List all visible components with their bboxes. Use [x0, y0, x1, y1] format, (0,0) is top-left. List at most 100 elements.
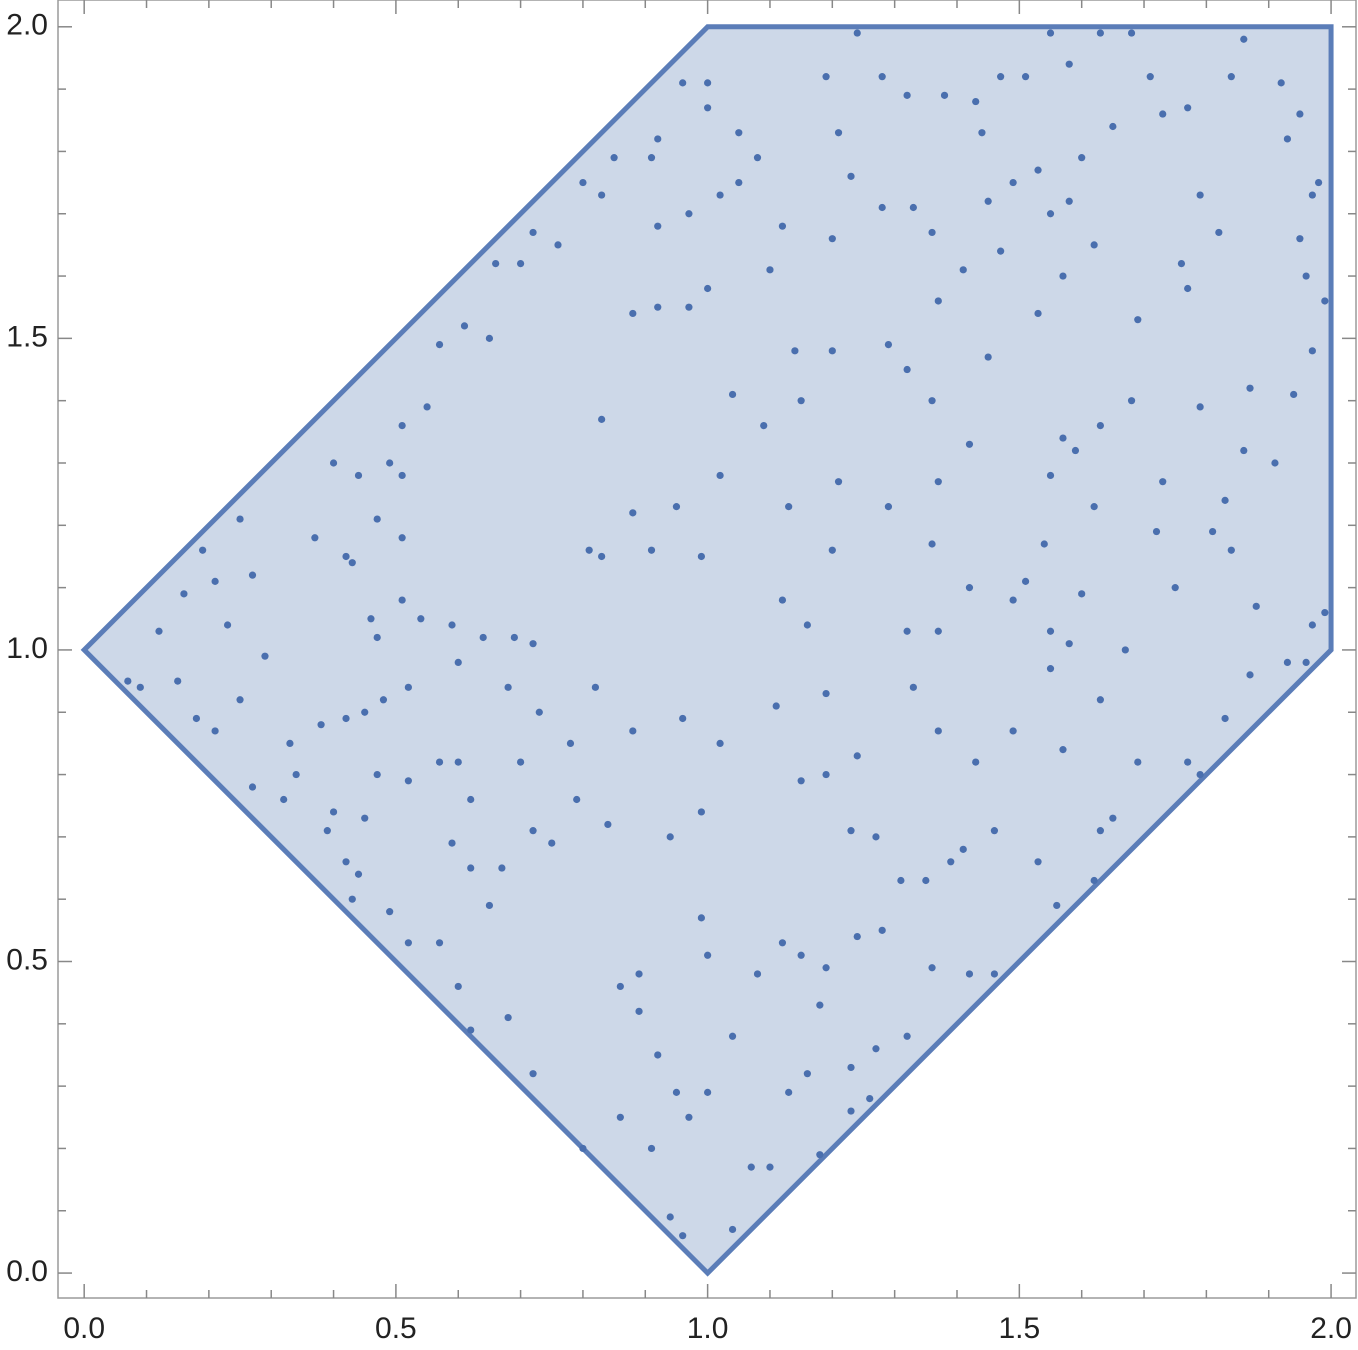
point [778, 939, 787, 947]
point [1184, 104, 1192, 112]
point [853, 29, 861, 37]
point [342, 714, 350, 723]
point [797, 777, 805, 785]
point [354, 870, 363, 878]
point [884, 340, 893, 349]
point [822, 770, 830, 779]
point [1009, 178, 1017, 187]
point [1134, 758, 1142, 766]
point [535, 708, 543, 716]
point [386, 908, 394, 916]
point [361, 814, 369, 822]
point [834, 129, 843, 137]
point [1040, 540, 1048, 548]
point [211, 727, 219, 735]
point [847, 827, 855, 835]
point [884, 503, 893, 511]
region [80, 24, 1334, 1277]
point [903, 91, 911, 99]
y-tick-label: 0.5 [6, 943, 48, 976]
point [697, 552, 705, 561]
point [1271, 459, 1279, 467]
point [909, 203, 917, 212]
point [629, 509, 637, 517]
point [1046, 210, 1055, 218]
point [959, 266, 967, 274]
point [1246, 671, 1254, 679]
point [1221, 496, 1229, 504]
point [485, 901, 494, 910]
point [747, 1163, 755, 1171]
point [647, 546, 656, 554]
point [828, 235, 836, 243]
point [629, 727, 637, 735]
point [1046, 665, 1055, 673]
point [404, 939, 412, 947]
point [990, 827, 999, 835]
point [797, 397, 805, 405]
point [367, 615, 375, 623]
point [679, 79, 687, 87]
point [373, 770, 381, 779]
point [1308, 347, 1316, 355]
point [236, 696, 244, 704]
point [704, 1088, 712, 1096]
point [635, 970, 643, 978]
point [467, 864, 475, 872]
point [785, 503, 793, 511]
point [1196, 191, 1204, 199]
point [404, 777, 412, 785]
point [248, 783, 257, 791]
point [997, 73, 1005, 81]
point [735, 178, 743, 187]
point [1090, 241, 1098, 249]
point [1296, 235, 1304, 243]
point [1221, 714, 1229, 723]
point [959, 845, 967, 853]
point [672, 1088, 681, 1096]
point [516, 758, 525, 766]
x-tick-label: 2.0 [1310, 1312, 1352, 1345]
point [984, 353, 992, 361]
point [1308, 191, 1316, 199]
point [454, 758, 462, 766]
point [1283, 135, 1292, 143]
point [1184, 284, 1192, 293]
point [1296, 110, 1304, 118]
point [504, 683, 512, 691]
point [1009, 596, 1017, 604]
point [342, 552, 350, 561]
point [1283, 658, 1292, 666]
point [654, 135, 662, 143]
point [1184, 758, 1192, 766]
point [554, 241, 562, 249]
point [398, 534, 406, 542]
point [454, 658, 462, 666]
point [984, 197, 992, 205]
point [435, 758, 444, 766]
point [654, 303, 662, 311]
point [467, 1026, 475, 1034]
point [903, 627, 911, 635]
point [1277, 79, 1285, 87]
point [978, 129, 986, 137]
point [685, 303, 693, 311]
point [510, 633, 518, 642]
point [616, 982, 624, 991]
point [1196, 403, 1204, 411]
point [928, 964, 936, 972]
point [579, 178, 587, 187]
point [791, 347, 799, 355]
point [1021, 577, 1030, 585]
point [1065, 60, 1073, 68]
point [928, 540, 936, 548]
point [735, 129, 743, 137]
point [504, 1013, 512, 1022]
point [679, 1232, 687, 1240]
point [903, 365, 911, 374]
point [1227, 73, 1235, 81]
point [1314, 178, 1323, 187]
point [573, 795, 581, 804]
